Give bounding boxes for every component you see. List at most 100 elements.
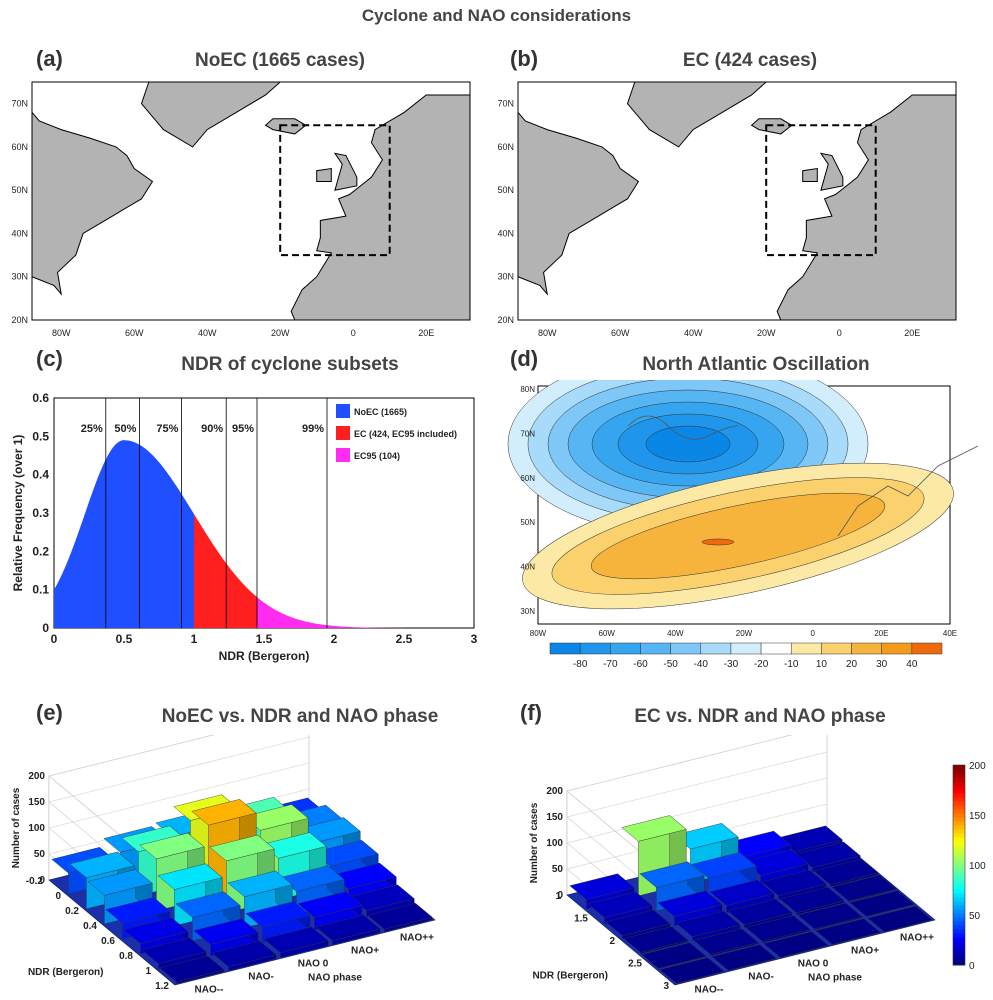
ndr-tick-label: 0.6 — [101, 936, 115, 947]
colorbar-tick: -40 — [694, 659, 709, 670]
colorbar-frame — [952, 764, 966, 966]
colorbar-tick: 10 — [816, 659, 828, 670]
greenland-coast — [627, 415, 739, 440]
bar-top-face — [605, 909, 671, 937]
nao-y-tick: 30N — [520, 607, 535, 616]
map-x-tick: 20E — [904, 328, 920, 338]
y-tick-label: 0 — [42, 621, 49, 635]
map-y-tick: 60N — [497, 142, 514, 152]
ireland-land — [316, 167, 332, 183]
nao-tick-label: NAO 0 — [298, 959, 329, 970]
map-x-tick: 20E — [418, 328, 434, 338]
nao-x-tick: 40W — [667, 629, 684, 638]
colorbar-tick: -60 — [633, 659, 648, 670]
map-y-tick: 70N — [497, 99, 514, 109]
map-a: 80W 60W 40W 20W 0 20E 70N 60N 50N 40N 30N 20N — [11, 81, 471, 338]
map-y-tick: 40N — [497, 228, 514, 238]
ndr-axis-label: NDR (Bergeron) — [28, 967, 104, 978]
nao-y-tick: 80N — [520, 385, 535, 394]
ndr-tick-label: 0 — [55, 891, 61, 902]
europe-africa-land — [776, 94, 957, 321]
colorbar-tick: 40 — [906, 659, 918, 670]
legend-swatch — [336, 448, 350, 462]
z-tick-label: 50 — [34, 849, 46, 860]
colorbar-cell — [549, 642, 581, 655]
colorbar-tick: 0 — [969, 961, 975, 972]
colorbar-cell — [953, 877, 965, 882]
z-tick-label: 150 — [546, 812, 563, 823]
nao-y-tick: 40N — [520, 563, 535, 572]
colorbar-cell — [953, 941, 965, 946]
colorbar-cell — [953, 937, 965, 942]
colorbar-cell — [953, 897, 965, 902]
z-tick-label: 0 — [557, 890, 563, 901]
y-tick-label: 0.3 — [32, 506, 49, 520]
colorbar-cell — [953, 925, 965, 930]
map-y-tick: 20N — [497, 315, 514, 325]
colorbar-cell — [881, 642, 913, 655]
x-tick-label: 1 — [191, 632, 198, 646]
bar-top-face — [105, 897, 171, 924]
colorbar-cell — [640, 642, 671, 655]
nao-positive-contour — [590, 492, 886, 580]
map-y-tick: 30N — [497, 272, 514, 282]
colorbar-tick: 20 — [846, 659, 858, 670]
colorbar-cell — [953, 869, 965, 874]
colorbar-cell — [821, 642, 852, 655]
colorbar-cell — [851, 642, 882, 655]
bar-top-face — [87, 869, 153, 896]
legend-label: EC95 (104) — [354, 451, 400, 461]
bar-top-face — [779, 886, 845, 914]
colorbar-cell — [953, 813, 965, 818]
panel-e-title: NoEC vs. NDR and NAO phase — [161, 706, 439, 727]
z-tick-label: 50 — [552, 864, 564, 875]
colorbar-tick: 100 — [969, 861, 986, 872]
nao-tick-label: NAO+ — [851, 946, 879, 957]
colorbar-cell — [953, 773, 965, 778]
colorbar-cell — [700, 642, 732, 655]
north-america-land — [517, 82, 640, 296]
colorbar-cell — [953, 865, 965, 870]
panel-b-title: EC (424 cases) — [682, 50, 818, 71]
bar-top-face — [209, 834, 275, 862]
map-x-tick: 40W — [198, 328, 217, 338]
z-tick-label: 0 — [39, 875, 45, 886]
bar-top-face — [297, 891, 363, 918]
x-tick-label: 3 — [471, 632, 478, 646]
ndr-tick-label: 1.5 — [574, 914, 588, 925]
colorbar-cell — [760, 642, 792, 655]
greenland-land — [626, 81, 768, 148]
y-axis-label: Relative Frequency (over 1) — [11, 435, 25, 592]
bar-top-face — [587, 891, 653, 918]
colorbar-tick: -50 — [663, 659, 678, 670]
map-x-tick: 40W — [684, 328, 703, 338]
distribution-segment — [194, 514, 257, 628]
map-x-tick: 20W — [271, 328, 290, 338]
bar-top-face — [141, 937, 207, 964]
panel-f-label: (f) — [520, 700, 542, 725]
colorbar-cell — [579, 642, 611, 655]
distribution-segment — [54, 440, 194, 628]
bar-top-face — [849, 890, 915, 917]
bar-top-face — [691, 852, 757, 879]
panel-a-label: (a) — [36, 46, 63, 71]
x-axis-label: NDR (Bergeron) — [219, 649, 310, 663]
target-region-box — [279, 124, 391, 257]
colorbar-cell — [953, 909, 965, 914]
colorbar-cell — [953, 873, 965, 878]
map-x-tick: 0 — [837, 328, 842, 338]
ireland-land — [802, 167, 818, 183]
colorbar-cell — [953, 849, 965, 854]
ndr-tick-label: 1 — [555, 891, 561, 902]
map-x-tick: 0 — [351, 328, 356, 338]
bar-top-face — [123, 917, 189, 944]
colorbar-cell — [953, 785, 965, 790]
colorbar-cell — [953, 817, 965, 822]
nao-x-tick: 40E — [943, 629, 957, 638]
z-tick-label: 150 — [28, 797, 45, 808]
britain-land — [819, 152, 844, 191]
legend-label: EC (424, EC95 included) — [354, 429, 457, 439]
colorbar-cell — [953, 825, 965, 830]
colorbar-cell — [953, 789, 965, 794]
